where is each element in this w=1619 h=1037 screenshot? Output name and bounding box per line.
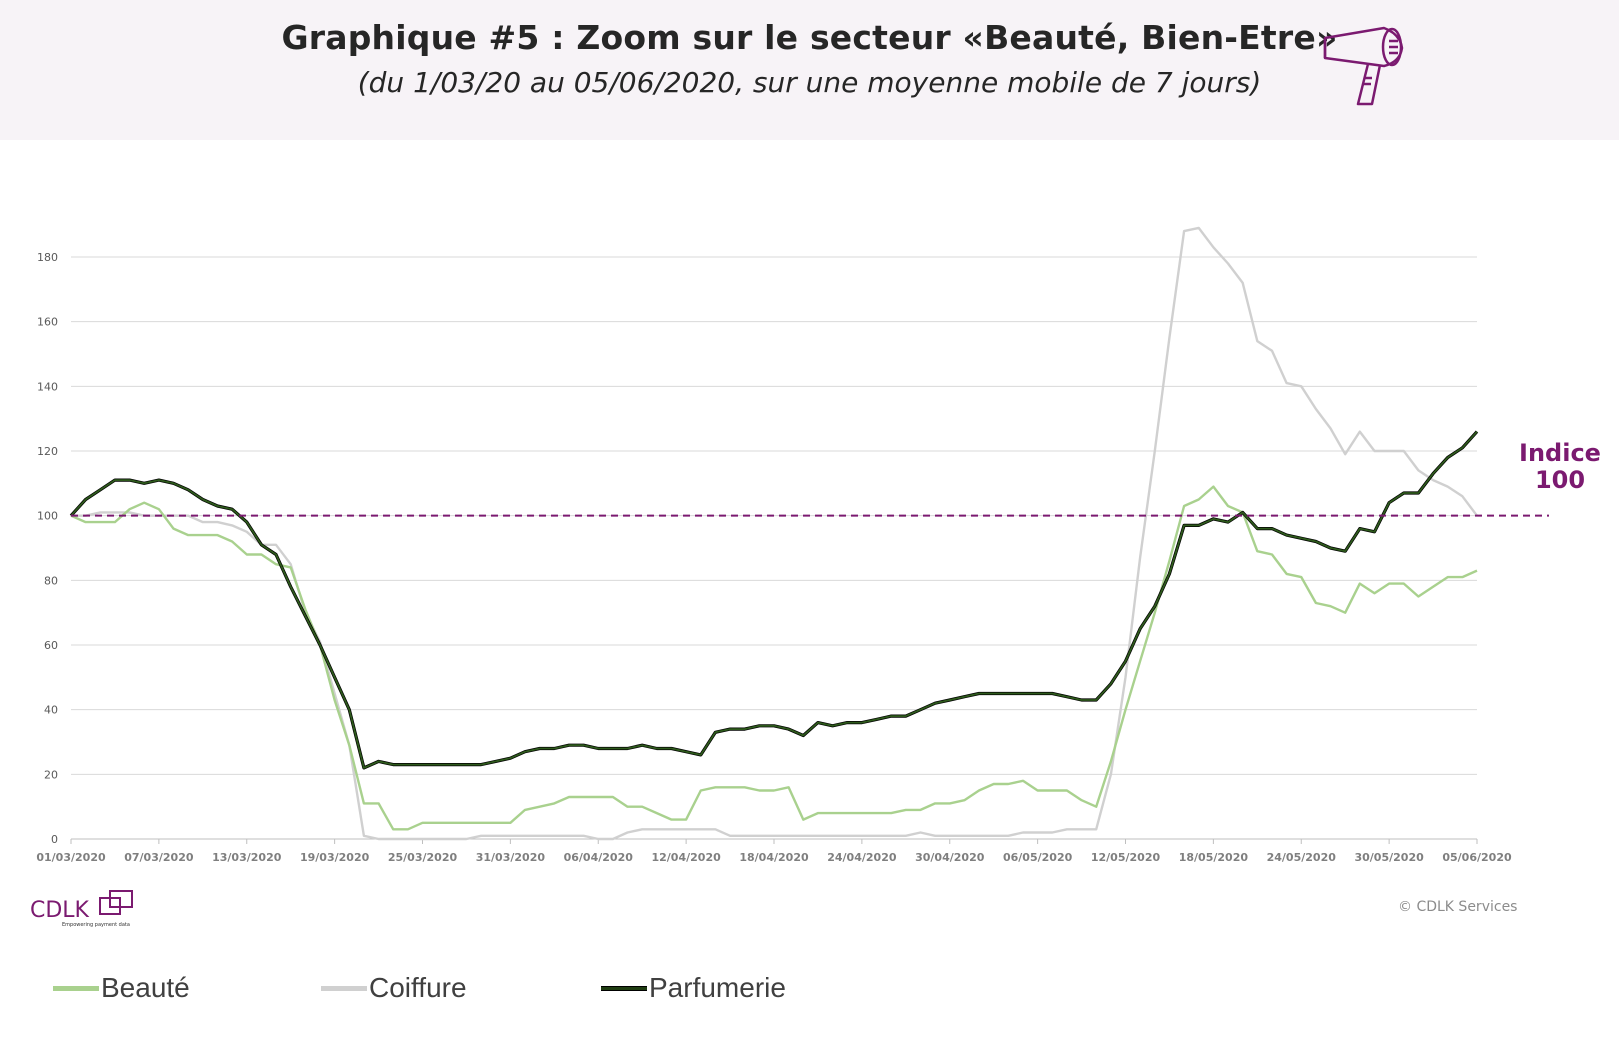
legend-label-beaute: Beauté	[101, 972, 190, 1003]
x-tick-label: 18/04/2020	[739, 851, 809, 864]
x-tick-label: 13/03/2020	[212, 851, 282, 864]
x-tick-label: 07/03/2020	[124, 851, 194, 864]
y-tick-label: 20	[44, 768, 58, 781]
reference-label: Indice 100	[1500, 440, 1619, 494]
logo-text: CDLK	[30, 898, 90, 923]
y-tick-label: 180	[37, 251, 58, 264]
y-tick-label: 0	[51, 833, 58, 846]
x-tick-label: 24/04/2020	[827, 851, 897, 864]
reference-label-line1: Indice	[1519, 439, 1601, 467]
series-line-coiffure	[71, 226, 1478, 841]
line-chart: 0 20 40 60 80 100 120 140 160 180 01/03/2020 07/03…	[36, 226, 1549, 864]
cdlk-logo: CDLK Empowering payment data	[30, 890, 133, 928]
x-tick-label: 24/05/2020	[1267, 851, 1337, 864]
y-tick-label: 40	[44, 704, 58, 717]
x-tick-label: 25/03/2020	[388, 851, 458, 864]
y-tick-label: 120	[37, 445, 58, 458]
x-tick-label: 30/04/2020	[915, 851, 985, 864]
x-tick-label: 05/06/2020	[1442, 851, 1512, 864]
legend-swatch-parfumerie	[601, 985, 647, 991]
chart-title: Graphique #5 : Zoom sur le secteur «Beau…	[281, 18, 1338, 57]
series-outline-parfumerie	[69, 430, 1479, 770]
x-tick-label: 19/03/2020	[300, 851, 370, 864]
y-tick-label: 140	[37, 380, 58, 393]
y-tick-label: 80	[44, 574, 58, 587]
reference-label-line2: 100	[1534, 466, 1586, 494]
legend-swatch-beaute	[53, 985, 99, 991]
x-tick-label: 18/05/2020	[1179, 851, 1249, 864]
copyright: © CDLK Services	[1398, 899, 1518, 915]
legend-item-beaute: Beauté	[53, 972, 190, 1004]
x-tick-label: 12/05/2020	[1091, 851, 1161, 864]
legend-label-coiffure: Coiffure	[369, 972, 467, 1003]
logo-tagline: Empowering payment data	[62, 922, 130, 928]
legend-item-parfumerie: Parfumerie	[601, 972, 786, 1004]
series-points-coiffure	[70, 227, 1478, 840]
x-tick-label: 01/03/2020	[36, 851, 106, 864]
hair-dryer-icon	[1323, 26, 1404, 106]
y-tick-label: 160	[37, 316, 58, 329]
legend-swatch-coiffure	[321, 985, 367, 991]
x-tick-label: 12/04/2020	[651, 851, 721, 864]
x-tick-label: 06/05/2020	[1003, 851, 1073, 864]
x-tick-label: 31/03/2020	[476, 851, 546, 864]
legend-label-parfumerie: Parfumerie	[649, 972, 786, 1003]
x-tick-label: 30/05/2020	[1354, 851, 1424, 864]
series-points-parfumerie	[70, 431, 1478, 768]
series-line-parfumerie	[70, 430, 1478, 769]
legend-item-coiffure: Coiffure	[321, 972, 467, 1004]
header-banner: Graphique #5 : Zoom sur le secteur «Beau…	[0, 0, 1619, 140]
series-line-beaute	[70, 485, 1478, 831]
series-points-beaute	[70, 486, 1478, 830]
y-tick-label: 60	[44, 639, 58, 652]
chart-subtitle: (du 1/03/20 au 05/06/2020, sur une moyen…	[357, 66, 1262, 99]
x-tick-label: 06/04/2020	[564, 851, 634, 864]
y-tick-label: 100	[37, 510, 58, 523]
